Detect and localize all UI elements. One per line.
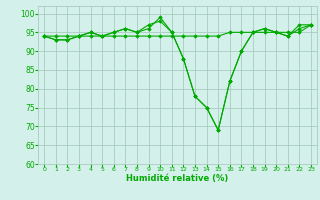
X-axis label: Humidité relative (%): Humidité relative (%) bbox=[126, 174, 229, 183]
